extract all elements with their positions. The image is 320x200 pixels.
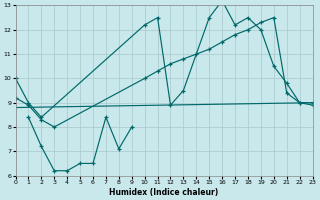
- X-axis label: Humidex (Indice chaleur): Humidex (Indice chaleur): [109, 188, 219, 197]
